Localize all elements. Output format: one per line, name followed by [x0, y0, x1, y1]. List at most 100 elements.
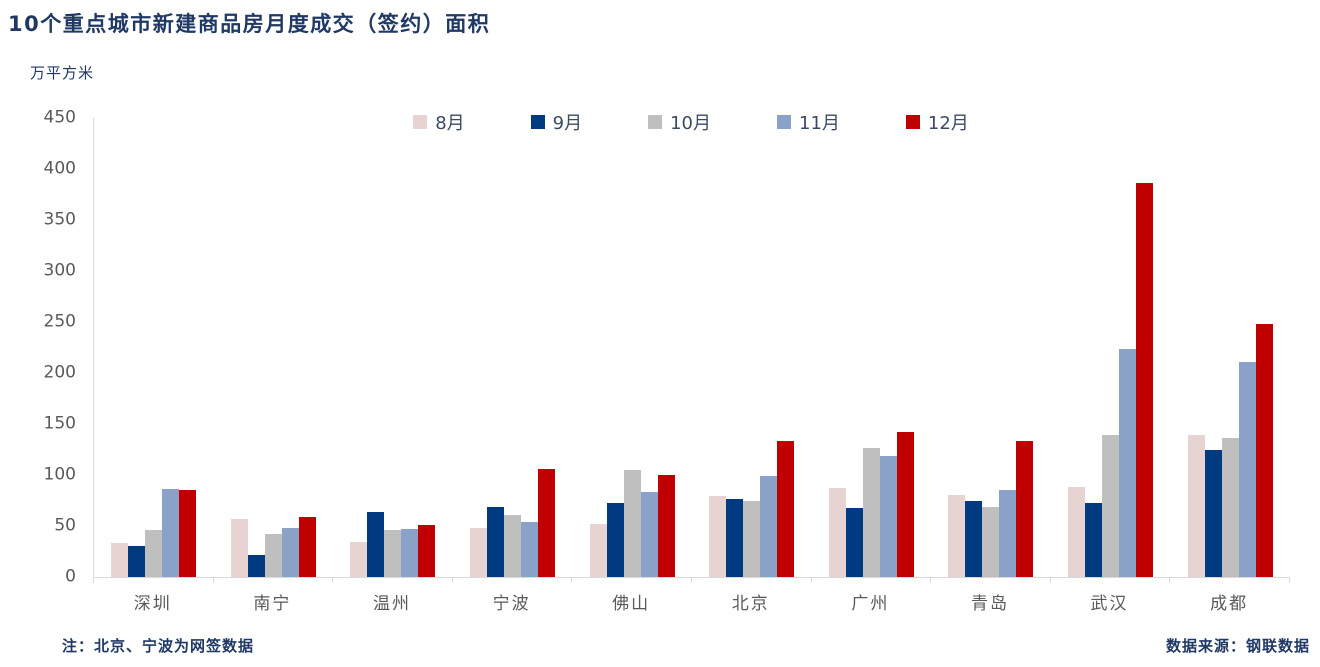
bar-12月-南宁 — [298, 516, 316, 577]
bar-group-北京 — [692, 118, 812, 577]
plot-area — [93, 118, 1290, 578]
y-axis-tick-label-250: 250 — [43, 311, 76, 332]
bar-11月-佛山 — [640, 492, 658, 577]
bar-12月-成都 — [1255, 324, 1273, 577]
bar-10月-佛山 — [623, 469, 641, 577]
bar-group-武汉 — [1051, 118, 1171, 577]
legend-swatch-icon — [777, 115, 791, 129]
bar-group-深圳 — [94, 118, 214, 577]
bar-8月-青岛 — [948, 495, 966, 577]
bar-8月-佛山 — [589, 523, 607, 577]
bar-11月-成都 — [1238, 361, 1256, 577]
bar-12月-宁波 — [538, 468, 556, 577]
bar-9月-温州 — [367, 511, 385, 577]
bar-9月-宁波 — [487, 506, 505, 577]
bar-10月-青岛 — [982, 506, 1000, 577]
bar-8月-南宁 — [230, 518, 248, 577]
bar-12月-佛山 — [657, 475, 675, 577]
bar-11月-宁波 — [521, 521, 539, 577]
x-axis-tick — [332, 578, 334, 583]
bar-12月-武汉 — [1136, 183, 1154, 577]
x-axis-tick — [1289, 578, 1290, 583]
y-axis-tick-label-50: 50 — [54, 515, 76, 536]
legend-label: 10月 — [670, 113, 711, 134]
bar-8月-广州 — [828, 488, 846, 577]
x-axis-tick — [93, 578, 94, 583]
legend-item-10月: 10月 — [648, 109, 711, 135]
bar-9月-深圳 — [128, 546, 146, 577]
data-source-note: 数据来源：钢联数据 — [1165, 637, 1310, 655]
x-axis-tick — [930, 578, 932, 583]
bar-group-南宁 — [214, 118, 334, 577]
bar-10月-深圳 — [145, 530, 163, 577]
legend-label: 11月 — [799, 113, 840, 134]
bar-12月-深圳 — [179, 490, 197, 577]
bar-10月-广州 — [862, 448, 880, 577]
x-axis-label-成都: 成都 — [1210, 594, 1249, 614]
x-axis-tick — [451, 578, 453, 583]
bar-11月-温州 — [401, 529, 419, 577]
x-axis-tick — [571, 578, 573, 583]
bar-9月-南宁 — [247, 554, 265, 577]
bar-8月-温州 — [350, 542, 368, 577]
x-axis-label-武汉: 武汉 — [1090, 594, 1129, 614]
bar-group-温州 — [333, 118, 453, 577]
x-axis-label-深圳: 深圳 — [133, 594, 172, 614]
bar-10月-成都 — [1221, 438, 1239, 577]
bar-8月-成都 — [1187, 435, 1205, 577]
y-axis: 0 50 100 150 200 250 300 350 400 450 — [18, 109, 82, 585]
x-axis-label-温州: 温州 — [372, 594, 411, 614]
bars-row — [94, 118, 1290, 577]
y-axis-tick-label-450: 450 — [43, 107, 76, 128]
y-axis-tick-label-400: 400 — [43, 158, 76, 179]
legend-swatch-icon — [905, 115, 920, 129]
bar-10月-南宁 — [264, 534, 282, 577]
bar-10月-宁波 — [504, 514, 522, 577]
bar-10月-温州 — [384, 530, 402, 577]
x-axis-label-南宁: 南宁 — [253, 594, 292, 614]
bar-9月-北京 — [726, 499, 744, 577]
footnote: 注：北京、宁波为网签数据 — [62, 637, 255, 655]
legend-swatch-icon — [530, 115, 545, 129]
bar-12月-北京 — [777, 441, 795, 577]
bar-8月-宁波 — [470, 528, 488, 577]
x-axis-label-宁波: 宁波 — [492, 594, 531, 614]
bar-9月-广州 — [845, 507, 863, 577]
legend-item-12月: 12月 — [905, 109, 969, 135]
legend-label: 9月 — [552, 113, 583, 134]
bar-9月-武汉 — [1085, 502, 1103, 577]
legend-swatch-icon — [413, 115, 428, 129]
legend-item-9月: 9月 — [530, 109, 583, 135]
legend-item-11月: 11月 — [777, 109, 840, 135]
x-axis-tick — [212, 578, 214, 583]
bar-group-青岛 — [931, 118, 1051, 577]
bar-9月-佛山 — [606, 502, 624, 577]
bar-group-佛山 — [572, 118, 692, 577]
y-axis-tick-label-300: 300 — [43, 260, 76, 281]
bar-8月-北京 — [709, 496, 727, 577]
bar-12月-青岛 — [1016, 441, 1034, 577]
bar-8月-深圳 — [111, 543, 129, 577]
bar-11月-武汉 — [1119, 348, 1137, 577]
y-axis-tick-label-100: 100 — [43, 464, 76, 485]
legend-item-8月: 8月 — [413, 109, 465, 135]
y-axis-tick-label-150: 150 — [43, 413, 76, 434]
x-axis-label-广州: 广州 — [851, 594, 890, 614]
bar-group-宁波 — [453, 118, 573, 577]
x-axis-tick — [810, 578, 812, 583]
chart-title: 10个重点城市新建商品房月度成交（签约）面积 — [8, 12, 491, 36]
y-axis-tick-label-0: 0 — [65, 566, 76, 587]
legend-swatch-icon — [648, 115, 663, 129]
bar-11月-北京 — [760, 476, 778, 577]
y-axis-tick-label-200: 200 — [43, 362, 76, 383]
bar-9月-成都 — [1204, 449, 1222, 577]
x-axis-tick — [691, 578, 692, 583]
bar-11月-南宁 — [281, 528, 299, 577]
bar-12月-温州 — [418, 524, 436, 577]
bar-11月-深圳 — [162, 489, 180, 577]
bar-11月-青岛 — [999, 490, 1017, 577]
bar-11月-广州 — [879, 455, 897, 577]
x-axis-label-北京: 北京 — [731, 594, 770, 614]
bar-group-广州 — [812, 118, 932, 577]
x-axis-label-佛山: 佛山 — [612, 594, 651, 614]
